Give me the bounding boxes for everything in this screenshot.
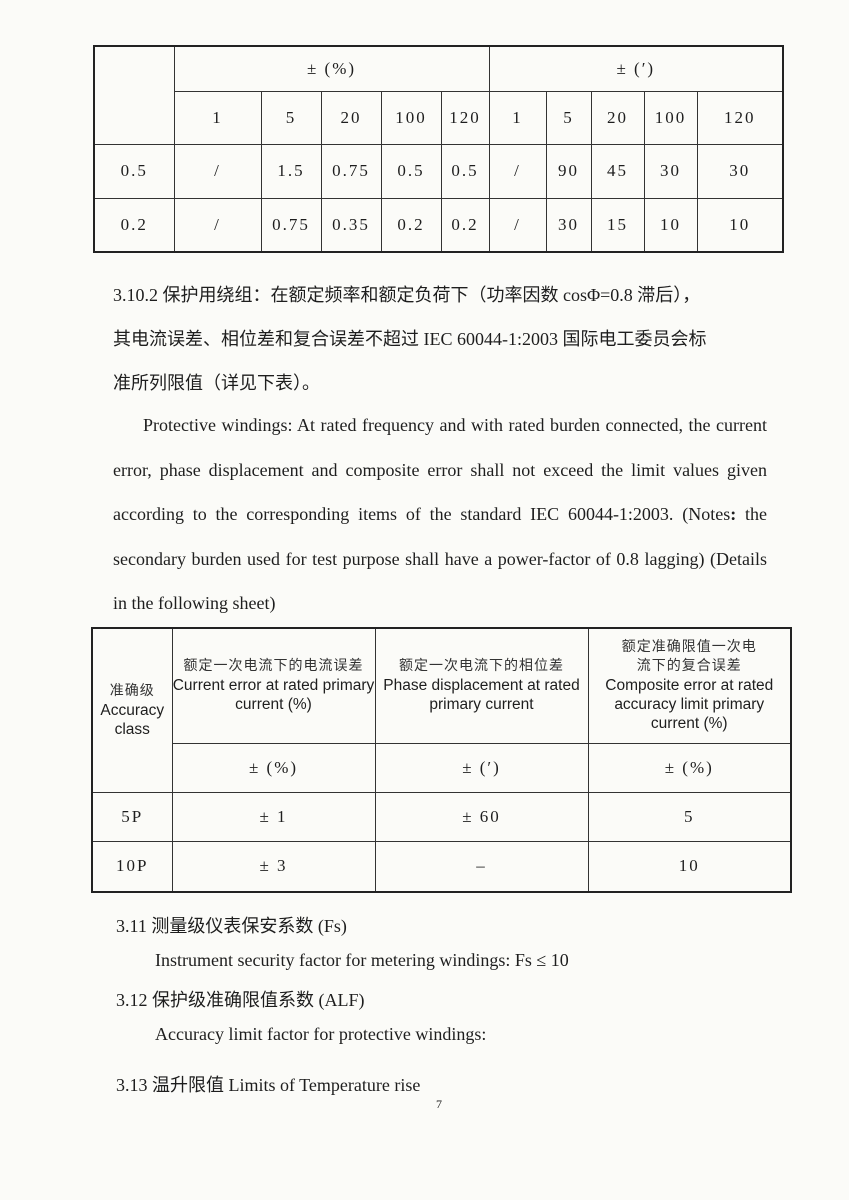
header-en: Phase displacement at rated primary curr… — [383, 677, 580, 714]
value-cell: ± 1 — [171, 791, 376, 842]
value-cell: 0.75 — [320, 143, 382, 199]
sub-header: 5 — [545, 90, 592, 145]
class-cell: 0.2 — [93, 197, 175, 253]
page-number: 7 — [436, 1097, 442, 1111]
units-row: ± (%) ± (′) ± (%) — [92, 742, 792, 793]
section-3-11-text: Instrument security factor for metering … — [155, 950, 569, 970]
value-cell: 30 — [545, 197, 592, 253]
group-header: ± (′) — [488, 45, 784, 92]
value-cell: ± 60 — [374, 791, 589, 842]
sub-header: 120 — [696, 90, 784, 145]
sub-header: 5 — [260, 90, 322, 145]
section-3-10-2-en-paragraph: Protective windings: At rated frequency … — [113, 403, 767, 626]
sub-header: 1 — [488, 90, 547, 145]
table-row: 0.2 / 0.75 0.35 0.2 0.2 / 30 15 10 10 — [93, 197, 784, 253]
value-cell: 0.35 — [320, 197, 382, 253]
protective-accuracy-table: 准确级 Accuracy class 额定一次电流下的电流误差 Current er… — [91, 627, 792, 893]
metering-accuracy-table: ± (%) ± (′) 1 5 20 100 120 1 5 20 100 12… — [93, 45, 785, 253]
section-3-13-heading: 3.13 温升限值 Limits of Temperature rise — [116, 1075, 421, 1095]
value-cell: 30 — [696, 143, 784, 199]
value-cell: 45 — [590, 143, 645, 199]
section-3-10-2-zh-line1: 3.10.2 保护用绕组：在额定频率和额定负荷下（功率因数 cosΦ=0.8 滞… — [113, 285, 701, 305]
paragraph-text: the secondary burden used for test purpo… — [113, 504, 767, 613]
paragraph-lead: Protective windings: — [143, 415, 293, 435]
value-cell: 10 — [643, 197, 698, 253]
unit-cell: ± (%) — [587, 742, 792, 793]
value-cell: 10 — [587, 840, 792, 893]
header-current-error: 额定一次电流下的电流误差 Current error at rated prima… — [171, 627, 376, 744]
value-cell: / — [488, 197, 547, 253]
header-composite-error: 额定准确限值一次电流下的复合误差 Composite error at rated… — [587, 627, 792, 744]
value-cell: / — [488, 143, 547, 199]
value-cell: 0.2 — [440, 197, 490, 253]
class-cell: 0.5 — [93, 143, 175, 199]
sub-header: 20 — [590, 90, 645, 145]
section-3-12-text: Accuracy limit factor for protective win… — [155, 1024, 487, 1044]
table-row: 10P ± 3 – 10 — [91, 840, 792, 893]
value-cell: 10 — [696, 197, 784, 253]
value-cell: 90 — [545, 143, 592, 199]
sub-header: 100 — [643, 90, 698, 145]
unit-cell: ± (%) — [171, 742, 376, 793]
value-cell: 0.2 — [380, 197, 442, 253]
section-3-12-heading: 3.12 保护级准确限值系数 (ALF) — [116, 990, 365, 1010]
value-cell: / — [173, 197, 262, 253]
header-zh: 额定准确限值一次电流下的复合误差 — [621, 639, 757, 675]
group-header: ± (%) — [173, 45, 490, 92]
section-3-10-2-zh-line3: 准所列限值（详见下表）。 — [113, 373, 320, 393]
value-cell: 0.75 — [260, 197, 322, 253]
header-en: Composite error at rated accuracy limit … — [605, 677, 774, 733]
value-cell: 30 — [643, 143, 698, 199]
paragraph-text: At rated frequency and with rated burden… — [113, 415, 768, 524]
table-row: 5P ± 1 ± 60 5 — [91, 791, 792, 842]
header-zh: 额定一次电流下的相位差 — [399, 658, 564, 675]
sub-header: 100 — [380, 90, 442, 145]
value-cell: ± 3 — [171, 840, 376, 893]
header-phase-displacement: 额定一次电流下的相位差 Phase displacement at rated p… — [374, 627, 589, 744]
unit-cell: ± (′) — [374, 742, 589, 793]
table-row: 0.5 / 1.5 0.75 0.5 0.5 / 90 45 30 30 — [93, 143, 784, 199]
header-accuracy-class: 准确级 Accuracy class — [91, 627, 173, 793]
corner-cell — [93, 45, 175, 145]
header-en: Accuracy class — [100, 701, 165, 738]
header-zh: 额定一次电流下的电流误差 — [183, 658, 364, 675]
value-cell: – — [374, 840, 589, 893]
value-cell: 5 — [587, 791, 792, 842]
value-cell: 15 — [590, 197, 645, 253]
header-zh: 准确级 — [109, 682, 155, 699]
class-cell: 10P — [91, 840, 173, 893]
section-3-11-heading: 3.11 测量级仪表保安系数 (Fs) — [116, 916, 347, 936]
value-cell: 0.5 — [380, 143, 442, 199]
sub-header: 1 — [173, 90, 262, 145]
value-cell: 0.5 — [440, 143, 490, 199]
header-en: Current error at rated primary current (… — [172, 677, 375, 714]
value-cell: 1.5 — [260, 143, 322, 199]
sub-header: 120 — [440, 90, 490, 145]
class-cell: 5P — [91, 791, 173, 842]
section-3-10-2-zh-line2: 其电流误差、相位差和复合误差不超过 IEC 60044-1:2003 国际电工委… — [113, 329, 707, 349]
sub-header-row: 1 5 20 100 120 1 5 20 100 120 — [94, 90, 784, 145]
sub-header: 20 — [320, 90, 382, 145]
value-cell: / — [173, 143, 262, 199]
paragraph-colon: : — [730, 504, 737, 524]
